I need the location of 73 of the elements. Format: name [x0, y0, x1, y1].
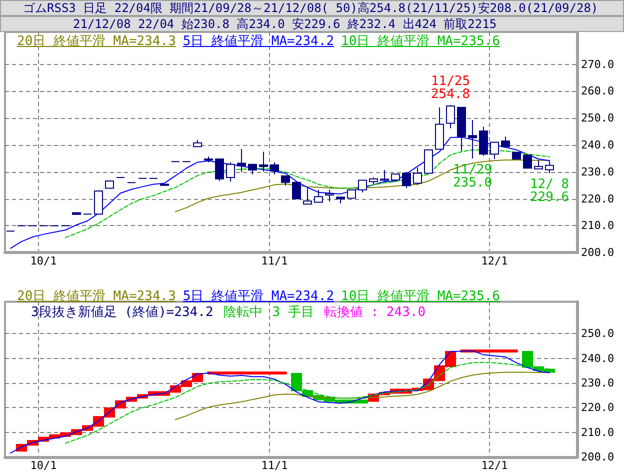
candlestick: [259, 151, 268, 172]
chart-title: 3段抜き新値足 (終値)=234.2: [31, 305, 214, 320]
candlestick: [490, 142, 499, 160]
candlestick: [402, 172, 411, 189]
x-tick-label: 12/1: [481, 459, 508, 472]
x-tick-label: 11/1: [261, 254, 288, 268]
candlestick: [468, 119, 477, 159]
annotation: 11/29 235.0: [452, 162, 492, 190]
annotation: 転換値 : 243.0: [324, 305, 426, 320]
candlestick: [226, 162, 235, 182]
candlestick: [501, 136, 510, 148]
candlestick: [94, 190, 103, 215]
candlestick: [479, 126, 488, 156]
y-tick-label: 210.0: [581, 219, 614, 232]
y-tick-label: 230.0: [581, 376, 614, 390]
candlestick: [281, 175, 290, 186]
text: 5日 終値平滑 MA=234.2: [182, 34, 334, 49]
x-tick-label: 11/1: [261, 459, 288, 472]
candlestick: [358, 180, 367, 193]
candlestick: [347, 189, 356, 199]
chart-title: ゴムRSS3 日足 22/04限 期間21/09/28～21/12/08( 50)高254.8(21/11/25)安208.0(21/09/28): [0, 0, 624, 16]
candlestick: [204, 156, 213, 163]
candlestick: [292, 182, 301, 200]
candlestick: [215, 158, 224, 182]
candlestick: [523, 154, 532, 169]
candlestick: [72, 212, 81, 215]
y-tick-label: 250.0: [581, 327, 614, 340]
y-tick-label: 230.0: [581, 165, 614, 178]
annotation: 陰転中: [223, 305, 262, 320]
y-tick-label: 200.0: [581, 246, 614, 260]
x-tick-label: 12/1: [481, 254, 508, 268]
candlestick: [270, 162, 279, 175]
y-tick-label: 270.0: [581, 58, 614, 71]
y-tick-label: 240.0: [581, 352, 614, 365]
text: 10日 終値平滑 MA=235.6: [341, 289, 500, 304]
annotation: 3 手目: [272, 305, 314, 320]
candlestick: [303, 188, 312, 205]
candlestick: [413, 167, 422, 186]
candlestick: [391, 174, 400, 182]
candlestick: [380, 170, 389, 182]
candlestick: [457, 106, 466, 152]
annotation: 11/25 254.8: [430, 74, 470, 102]
y-tick-label: 200.0: [581, 450, 614, 464]
x-tick-label: 10/1: [30, 459, 57, 472]
y-tick-label: 240.0: [581, 138, 614, 152]
y-tick-label: 220.0: [581, 401, 614, 414]
candlestick: [534, 160, 543, 170]
candlestick: [248, 164, 257, 175]
candlestick: [446, 104, 455, 129]
line-series: [175, 372, 550, 420]
candlestick: [336, 196, 345, 204]
candlestick: [237, 148, 246, 173]
y-tick-label: 220.0: [581, 192, 614, 206]
candlestick: [435, 106, 444, 150]
y-tick-label: 250.0: [581, 112, 614, 125]
y-tick-label: 210.0: [581, 426, 614, 439]
candlestick: [325, 189, 334, 202]
candlestick: [314, 189, 323, 203]
line-series: [10, 350, 550, 454]
candlestick: [424, 149, 433, 174]
text: 20日 終値平滑 MA=234.3: [17, 34, 176, 49]
annotation: 12/ 8 229.6: [530, 176, 570, 205]
x-tick-label: 10/1: [30, 254, 57, 268]
text: 20日 終値平滑 MA=234.3: [17, 289, 176, 304]
candlestick: [105, 180, 114, 189]
chart-subtitle: 21/12/08 22/04 始230.8 高234.0 安229.6 終232.4 出424 前取2215: [0, 16, 624, 32]
candlestick: [369, 177, 378, 185]
y-tick-label: 260.0: [581, 84, 614, 98]
candlestick: [193, 139, 202, 148]
text: 10日 終値平滑 MA=235.6: [341, 34, 500, 49]
candlestick: [512, 152, 521, 160]
text: 5日 終値平滑 MA=234.2: [182, 289, 334, 304]
candlestick: [545, 160, 554, 174]
